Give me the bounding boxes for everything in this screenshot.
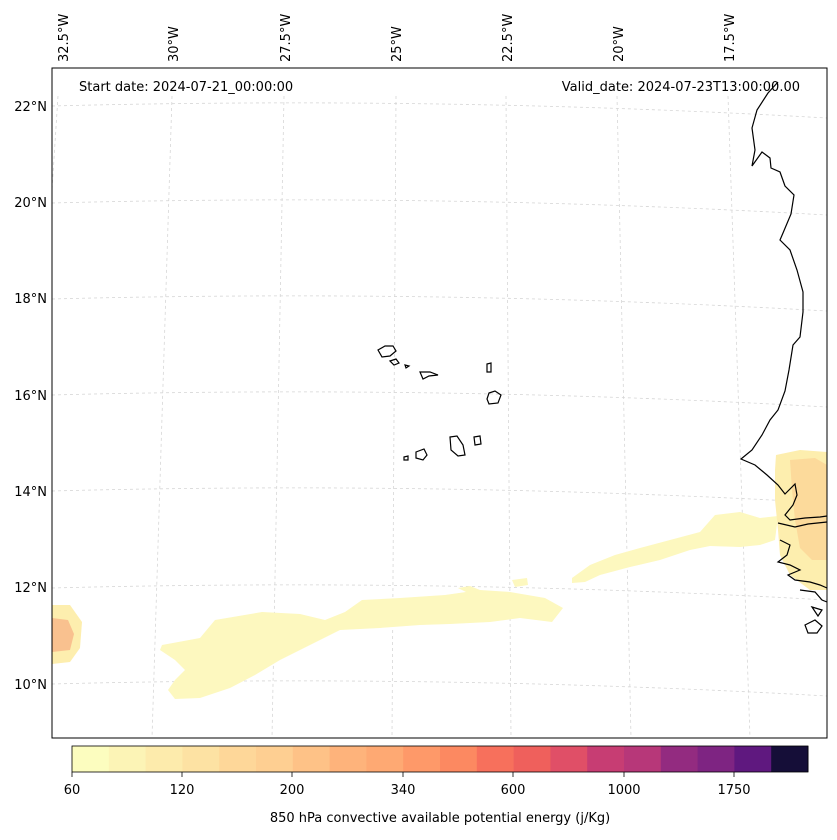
lat-label-22n: 22°N [14, 100, 47, 115]
meridian-25w [391, 95, 397, 739]
colorbar-swatch [771, 746, 809, 772]
meridian-32-5w [51, 95, 59, 191]
colorbar-ticks [71, 772, 735, 777]
colorbar-swatch [624, 746, 662, 772]
parallel-12n [51, 584, 828, 601]
colorbar-swatch [550, 746, 588, 772]
cape-west-core [52, 618, 74, 652]
colorbar-swatch [440, 746, 478, 772]
island-maio [473, 435, 482, 446]
parallel-22n [51, 102, 828, 119]
parallel-14n [51, 487, 828, 504]
parallel-18n [51, 295, 828, 312]
graticule [51, 95, 828, 739]
start-date-label: Start date: 2024-07-21_00:00:00 [79, 80, 293, 95]
cb-label-1000: 1000 [607, 783, 640, 798]
lat-label-16n: 16°N [14, 389, 47, 404]
island-boa-vista [486, 390, 502, 405]
colorbar-swatch [145, 746, 183, 772]
colorbar-swatch [256, 746, 294, 772]
colorbar [72, 746, 809, 772]
senegambia-inlet [777, 521, 828, 528]
lon-label-32-5w: 32.5°W [57, 14, 72, 62]
cape-field [52, 450, 827, 699]
colorbar-swatch [219, 746, 257, 772]
lon-label-25w: 25°W [390, 26, 405, 62]
lon-label-30w: 30°W [167, 26, 182, 62]
valid-date-label: Valid_date: 2024-07-23T13:00:00.00 [562, 80, 800, 95]
colorbar-swatch [697, 746, 735, 772]
africa-coastline [739, 81, 828, 521]
parallel-10n [51, 680, 828, 697]
colorbar-swatch [476, 746, 515, 772]
latitude-labels: 22°N 20°N 18°N 16°N 14°N 12°N 10°N [14, 100, 47, 693]
colorbar-frame [71, 745, 809, 773]
colorbar-swatch [292, 746, 331, 772]
cb-label-60: 60 [64, 783, 81, 798]
lat-label-12n: 12°N [14, 581, 47, 596]
cape-band-mid2 [512, 578, 528, 587]
bijagos-coast [799, 589, 828, 603]
island-santiago [449, 435, 466, 457]
lat-label-20n: 20°N [14, 196, 47, 211]
cb-label-1750: 1750 [717, 783, 750, 798]
guinea-islands [804, 605, 823, 634]
lat-label-10n: 10°N [14, 678, 47, 693]
meridian-20w [616, 95, 632, 739]
lon-label-22-5w: 22.5°W [501, 14, 516, 62]
cb-label-600: 600 [501, 783, 526, 798]
colorbar-title: 850 hPa convective available potential e… [270, 811, 610, 826]
lon-label-27-5w: 27.5°W [279, 14, 294, 62]
cb-label-120: 120 [170, 783, 195, 798]
longitude-labels: 32.5°W 30°W 27.5°W 25°W 22.5°W 20°W 17.5… [57, 14, 738, 62]
lat-label-18n: 18°N [14, 292, 47, 307]
island-sao-vicente [388, 358, 400, 366]
colorbar-swatch [513, 746, 551, 772]
colorbar-swatch [660, 746, 699, 772]
map-frame [51, 67, 828, 739]
colorbar-swatch [587, 746, 625, 772]
guinea-bissau-coast [776, 539, 828, 589]
colorbar-swatch [734, 746, 772, 772]
cb-label-340: 340 [391, 783, 416, 798]
cb-label-200: 200 [280, 783, 305, 798]
island-santa-luzia [404, 364, 411, 369]
cape-band-mid [458, 586, 480, 594]
parallel-20n [51, 199, 828, 216]
colorbar-swatch [366, 746, 404, 772]
meridian-30w [151, 95, 173, 739]
island-sao-nicolau [419, 371, 439, 380]
cape-band-east [572, 512, 778, 583]
island-brava [403, 455, 409, 461]
colorbar-swatch [108, 746, 147, 772]
lon-label-17-5w: 17.5°W [723, 14, 738, 62]
colorbar-swatch [182, 746, 220, 772]
colorbar-tick-labels: 60 120 200 340 600 1000 1750 [64, 783, 751, 798]
island-sal [486, 362, 492, 373]
colorbar-swatch [403, 746, 441, 772]
meridian-17-5w [727, 95, 751, 739]
coastlines [377, 81, 828, 634]
island-santo-antao [377, 345, 397, 358]
colorbar-swatch [72, 746, 110, 772]
cape-band-west [160, 590, 563, 699]
cape-coast-core [790, 458, 827, 560]
meridian-22-5w [505, 95, 512, 739]
island-fogo [415, 448, 428, 461]
lon-label-20w: 20°W [612, 26, 627, 62]
lat-label-14n: 14°N [14, 485, 47, 500]
colorbar-swatch [329, 746, 367, 772]
parallel-16n [51, 391, 828, 408]
